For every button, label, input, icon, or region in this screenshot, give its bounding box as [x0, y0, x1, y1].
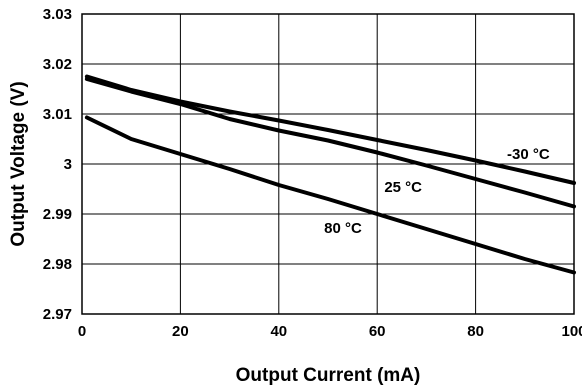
x-tick-label: 20: [172, 323, 189, 340]
series-label: -30 °C: [507, 146, 550, 163]
x-tick-label: 80: [467, 323, 484, 340]
y-axis-title: Output Voltage (V): [8, 81, 29, 246]
series-line: [84, 77, 576, 209]
grid: [82, 14, 574, 314]
series-lines: [84, 74, 576, 275]
y-tick-label: 3.01: [43, 106, 72, 123]
series-label: 25 °C: [384, 179, 422, 196]
series-labels: -30 °C 25 °C 80 °C: [324, 146, 550, 237]
y-tick-label: 2.98: [43, 256, 72, 273]
x-tick-label: 40: [270, 323, 287, 340]
x-tick-label: 100: [561, 323, 582, 340]
y-tick-label: 3.03: [43, 6, 72, 23]
x-tick-label: 60: [369, 323, 386, 340]
series-line: [84, 74, 576, 185]
x-tick-label: 0: [78, 323, 86, 340]
tick-labels: 0 20 40 60 80 100 3.03 3.02 3.01 3 2.99 2.98 2.97: [43, 6, 582, 340]
y-tick-label: 2.97: [43, 306, 72, 323]
y-tick-label: 3.02: [43, 56, 72, 73]
series-line: [84, 115, 576, 275]
x-axis-title: Output Current (mA): [236, 365, 421, 386]
plot-frame: [81, 13, 575, 315]
y-tick-label: 3: [64, 156, 72, 173]
series-label: 80 °C: [324, 220, 362, 237]
y-tick-label: 2.99: [43, 206, 72, 223]
